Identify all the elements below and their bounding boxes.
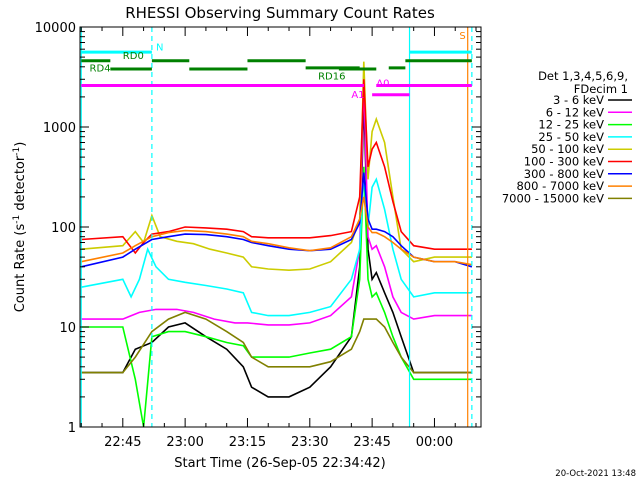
y-tick-label-2: 10 (59, 321, 76, 336)
y-axis-label: Count Rate (s-1 detector-1) (12, 142, 28, 313)
y-tick-label-1: 1 (68, 421, 76, 436)
series-line-1 (81, 96, 472, 398)
state-label-rd16: RD16 (318, 71, 345, 82)
y-tick-label-4: 1000 (43, 121, 76, 136)
state-label-s: S (459, 31, 465, 42)
legend-label-2: 6 - 12 keV (546, 105, 604, 119)
series-line-8 (81, 196, 473, 266)
legend-label-8: 800 - 7000 keV (516, 179, 604, 193)
state-label-a0: A0 (376, 78, 389, 89)
legend-label-3: 12 - 25 keV (538, 118, 604, 132)
x-tick-label-5: 23:45 (353, 435, 390, 450)
timestamp: 20-Oct-2021 13:48 (555, 469, 636, 479)
state-label-n: N (156, 43, 163, 54)
y-tick-label-3: 100 (51, 221, 76, 236)
x-tick-label-6: 00:00 (416, 435, 453, 450)
legend-title-line1: Det 1,3,4,5,6,9, (538, 69, 628, 83)
legend-label-1: 3 - 6 keV (553, 93, 604, 107)
x-axis: 22:45 23:00 23:15 23:30 23:45 00:00 (80, 27, 477, 450)
chart-title: RHESSI Observing Summary Count Rates (125, 4, 435, 22)
legend-label-6: 100 - 300 keV (524, 155, 604, 169)
legend-label-4: 25 - 50 keV (538, 130, 604, 144)
x-tick-label-4: 23:30 (291, 435, 328, 450)
series-line-6 (81, 79, 472, 255)
legend-label-9: 7000 - 15000 keV (502, 191, 604, 205)
series-line-2 (81, 79, 472, 326)
state-label-a1: A1 (351, 90, 364, 101)
series-line-7 (81, 172, 473, 268)
state-label-rd0: RD0 (123, 51, 144, 62)
x-tick-label-2: 23:00 (166, 435, 203, 450)
y-axis: 1 10 100 1000 10000 (35, 21, 481, 436)
legend-title-line2: FDecim 1 (574, 82, 628, 96)
series-line-4 (81, 172, 472, 317)
x-tick-label-1: 22:45 (104, 435, 141, 450)
series-line-9 (81, 311, 472, 374)
legend-label-5: 50 - 100 keV (531, 142, 604, 156)
x-tick-label-3: 23:15 (229, 435, 266, 450)
series-line-3 (81, 166, 472, 427)
x-axis-label: Start Time (26-Sep-05 22:34:42) (174, 456, 385, 471)
y-tick-label-5: 10000 (35, 21, 76, 36)
legend-label-7: 300 - 800 keV (524, 167, 604, 181)
state-label-rd4: RD4 (90, 63, 111, 74)
